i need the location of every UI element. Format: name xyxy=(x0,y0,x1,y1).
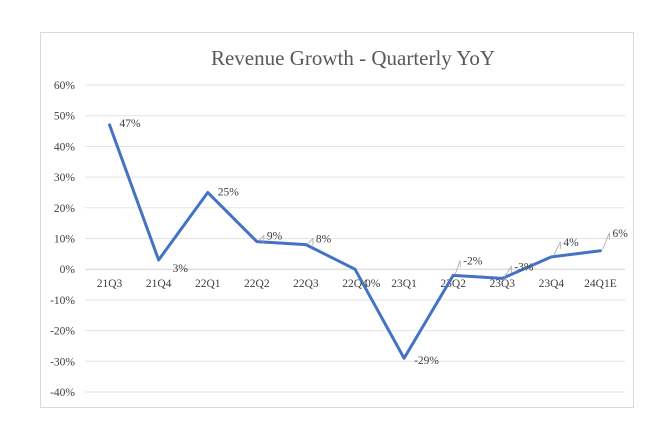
y-tick-label: 30% xyxy=(54,172,76,184)
label-leader-line xyxy=(503,265,512,278)
data-label: 25% xyxy=(218,186,240,198)
x-tick-label: 23Q3 xyxy=(489,278,515,290)
y-tick-label: -10% xyxy=(50,295,75,307)
label-leader-line xyxy=(454,260,461,275)
y-tick-label: -30% xyxy=(50,356,75,368)
y-tick-label: 20% xyxy=(54,203,76,215)
data-labels: 47% 3% 25% 9% 8% 0% -29% -2% -3% 4% 6% xyxy=(120,118,629,367)
x-tick-label: 22Q2 xyxy=(244,278,270,290)
data-label: -29% xyxy=(414,355,439,367)
gridlines xyxy=(85,84,625,393)
data-label: 3% xyxy=(173,263,189,275)
data-label: 4% xyxy=(563,237,579,249)
data-label: -2% xyxy=(463,255,483,267)
label-leader-line xyxy=(307,237,314,246)
x-tick-label: 24Q1E xyxy=(584,278,617,290)
y-tick-label: 60% xyxy=(54,80,76,92)
y-tick-label: -20% xyxy=(50,326,75,338)
x-tick-label: 23Q1 xyxy=(391,278,417,290)
x-tick-label: 23Q4 xyxy=(539,278,565,290)
x-tick-label: 21Q4 xyxy=(146,278,172,290)
label-leader-line xyxy=(602,232,610,250)
series-line xyxy=(108,123,602,360)
data-label: 8% xyxy=(316,234,332,246)
data-label: 0% xyxy=(365,278,381,290)
chart-title: Revenue Growth - Quarterly YoY xyxy=(211,46,495,70)
y-axis-ticks: 60% 50% 40% 30% 20% 10% 0% -10% -20% -30% -40% xyxy=(50,80,75,399)
y-tick-label: -40% xyxy=(50,387,75,399)
data-label: -3% xyxy=(514,261,534,273)
x-tick-label: 22Q3 xyxy=(293,278,319,290)
series-line-layer xyxy=(108,123,602,360)
label-leader-line xyxy=(258,234,265,243)
y-tick-label: 50% xyxy=(54,111,76,123)
data-label: 9% xyxy=(267,231,283,243)
y-tick-label: 40% xyxy=(54,141,76,153)
x-tick-label: 21Q3 xyxy=(97,278,123,290)
chart-area xyxy=(40,32,634,408)
y-tick-label: 10% xyxy=(54,234,76,246)
y-tick-label: 0% xyxy=(60,264,76,276)
x-tick-label: 22Q1 xyxy=(195,278,221,290)
label-leader-line xyxy=(553,241,561,257)
x-axis-ticks: 21Q3 21Q4 22Q1 22Q2 22Q3 22Q4 23Q1 23Q2 23Q3 23Q4… xyxy=(97,278,617,290)
data-label: 47% xyxy=(120,118,142,130)
data-label: 6% xyxy=(612,228,628,240)
